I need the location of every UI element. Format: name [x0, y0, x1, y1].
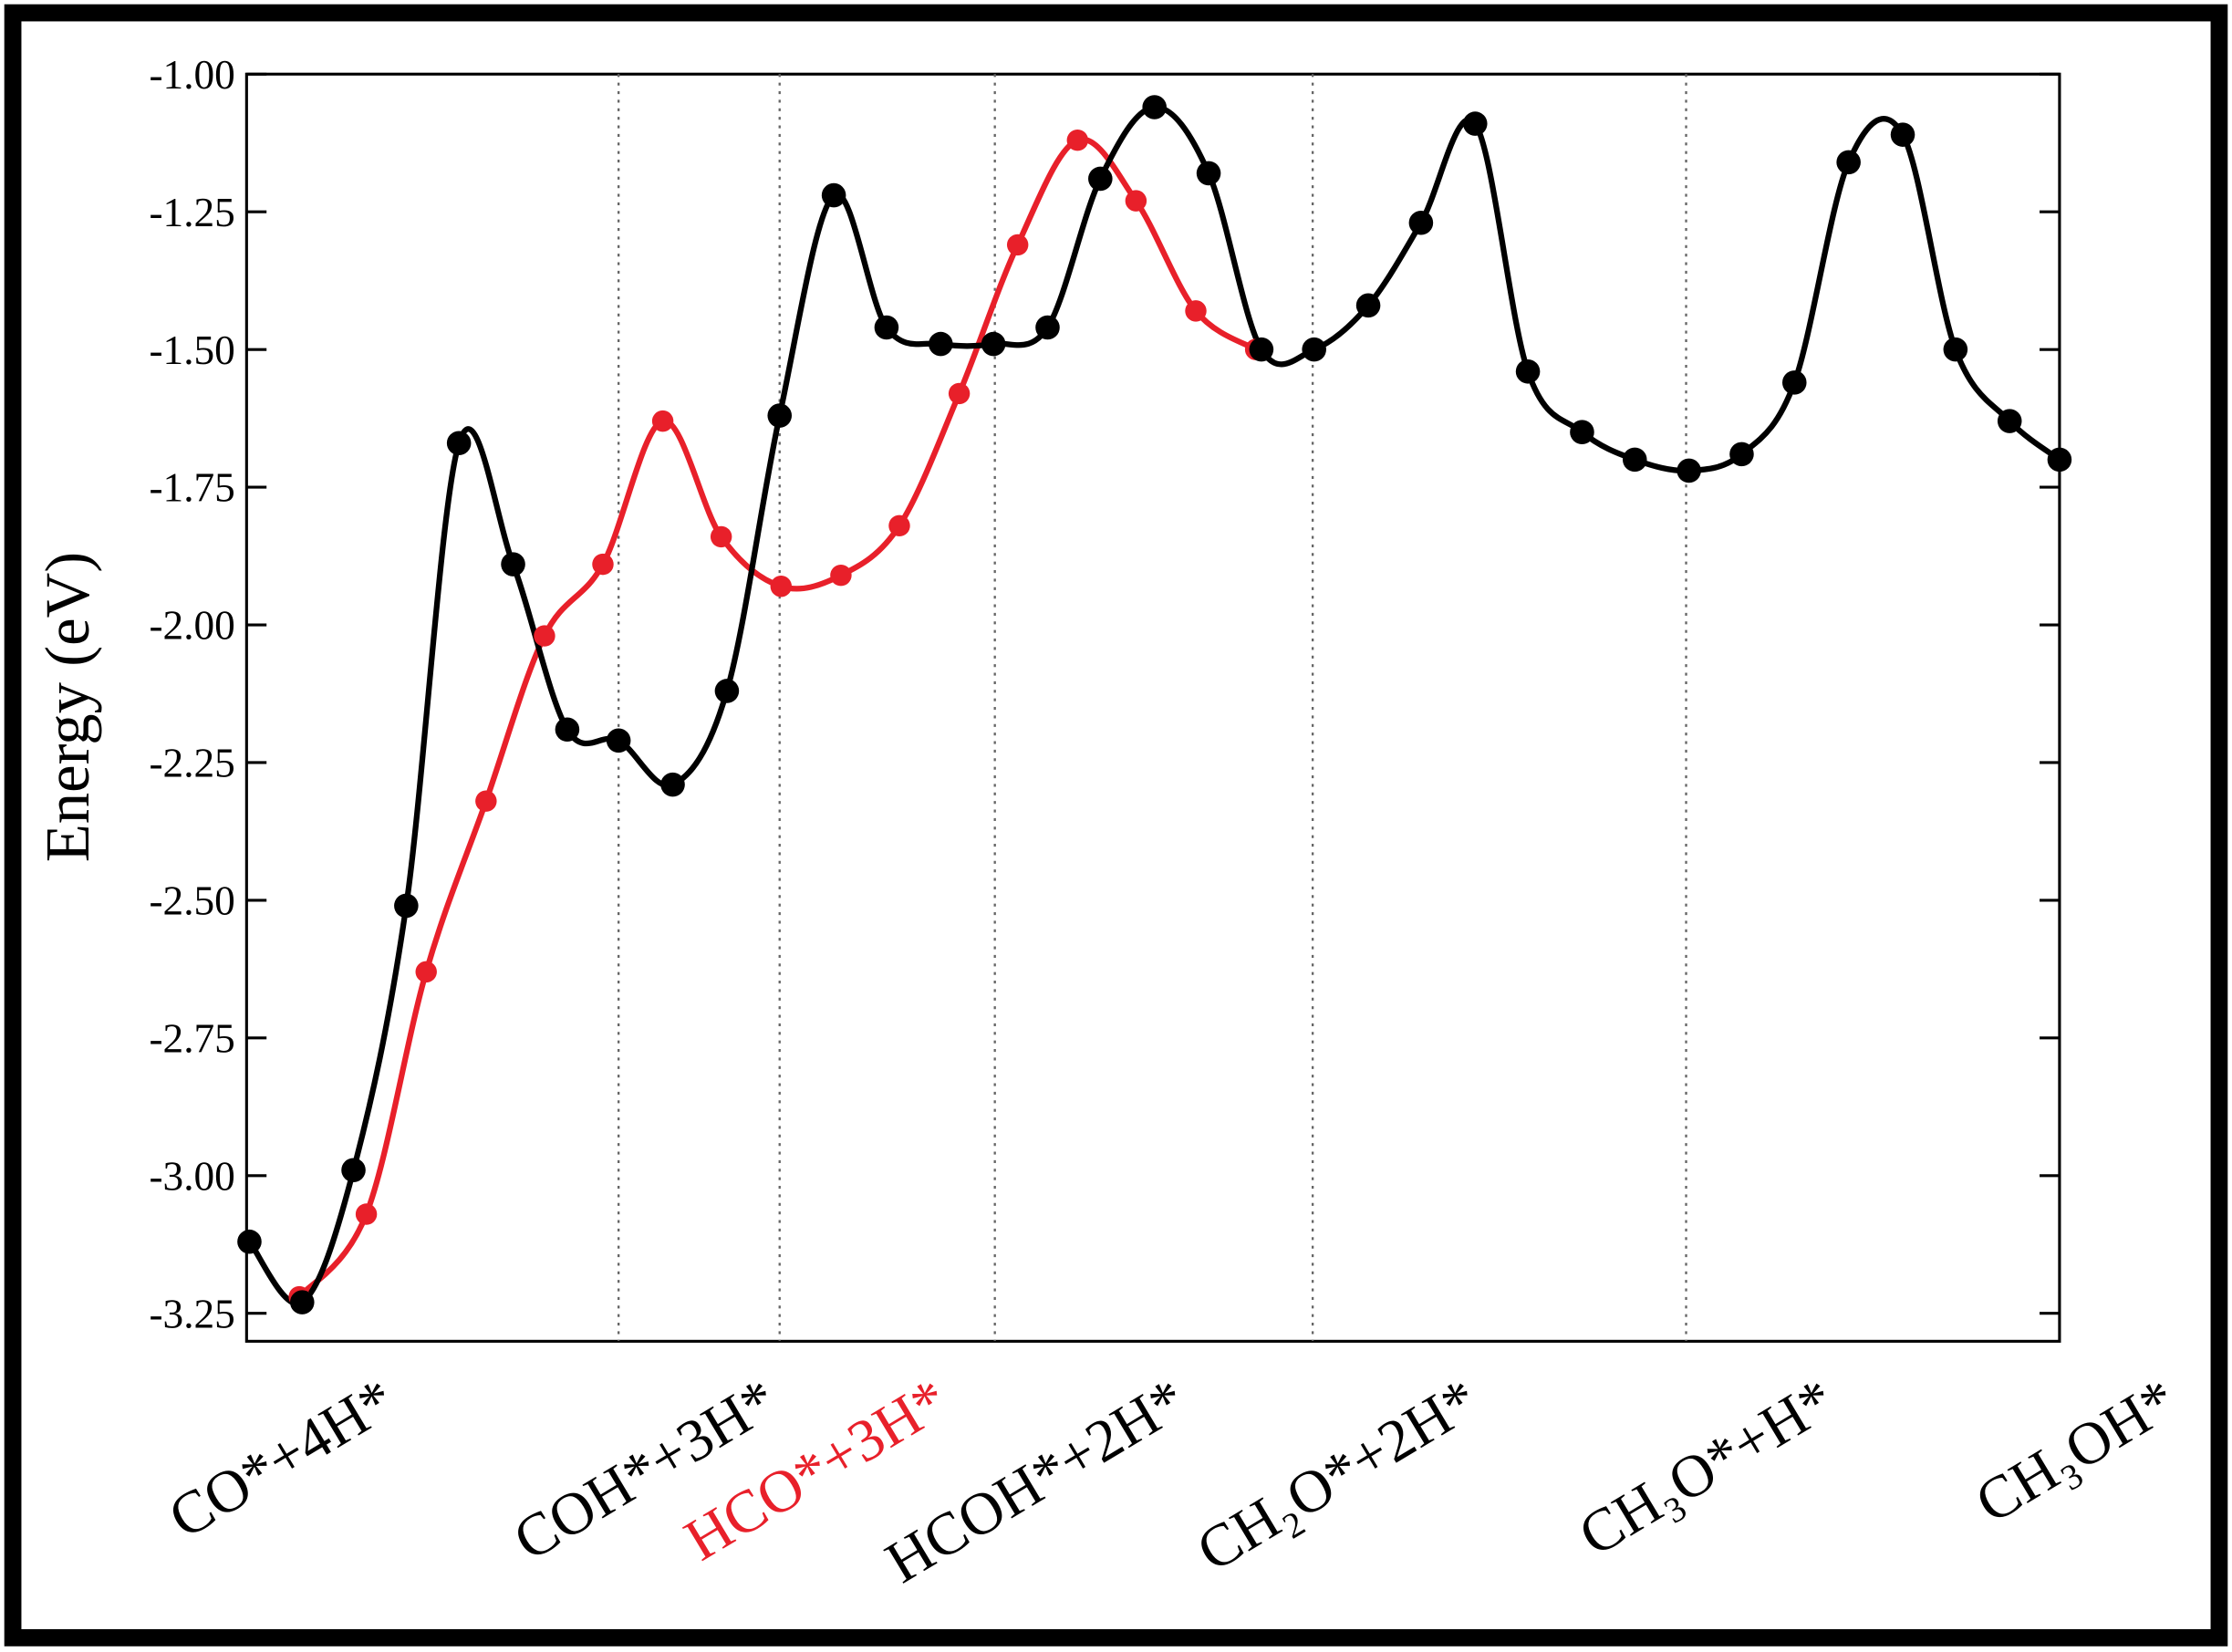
data-point — [606, 728, 631, 753]
y-tick-label: -1.75 — [149, 465, 234, 511]
data-point — [501, 552, 525, 577]
frame — [4, 4, 2228, 1647]
data-point — [874, 315, 899, 340]
data-point — [1355, 293, 1381, 318]
data-point — [1196, 161, 1221, 186]
series-line — [246, 104, 2061, 1307]
y-tick-label: -2.75 — [149, 1015, 234, 1061]
data-point — [1729, 442, 1754, 467]
data-point — [981, 331, 1006, 357]
data-point — [415, 961, 437, 983]
data-point — [1781, 370, 1807, 395]
data-point — [394, 893, 419, 919]
data-point — [341, 1158, 366, 1183]
data-point — [1006, 234, 1029, 256]
data-point — [767, 403, 793, 428]
y-tick-label: -2.50 — [149, 878, 234, 924]
data-point — [1515, 359, 1541, 384]
data-point — [660, 772, 685, 797]
y-tick-label: -2.25 — [149, 741, 234, 786]
data-point — [821, 182, 846, 208]
y-axis-label: Energy (eV) — [33, 552, 102, 862]
data-point — [475, 790, 497, 812]
data-point — [290, 1290, 315, 1314]
data-point — [1185, 300, 1207, 322]
data-point — [1570, 420, 1594, 444]
data-point — [888, 514, 910, 537]
data-point — [710, 525, 732, 548]
data-point — [1142, 95, 1167, 119]
data-point — [651, 410, 674, 432]
data-point — [1890, 122, 1915, 147]
data-point — [929, 331, 953, 357]
data-point — [830, 564, 852, 587]
data-point — [1836, 150, 1861, 175]
data-point — [446, 431, 472, 456]
data-point — [237, 1229, 262, 1254]
data-point — [1408, 210, 1434, 235]
data-point — [1035, 315, 1060, 340]
y-tick-label: -3.25 — [149, 1291, 234, 1336]
data-point — [1997, 409, 2022, 433]
data-point — [555, 717, 580, 743]
plot-area — [244, 72, 2061, 1343]
data-point — [714, 679, 740, 703]
data-point — [1249, 337, 1274, 362]
data-point — [1943, 337, 1968, 362]
data-point — [1066, 129, 1089, 151]
y-tick-label: -2.00 — [149, 603, 234, 649]
data-point — [1677, 458, 1701, 483]
data-point — [770, 576, 793, 597]
y-tick-label: -1.50 — [149, 327, 234, 373]
data-point — [355, 1203, 378, 1225]
data-point — [1622, 447, 1647, 473]
data-point — [1125, 190, 1147, 212]
data-point — [1462, 111, 1488, 136]
data-point — [2047, 447, 2072, 473]
data-point — [1088, 166, 1113, 192]
y-tick-label: -1.25 — [149, 190, 234, 235]
data-point — [534, 625, 555, 647]
y-tick-label: -3.00 — [149, 1153, 234, 1199]
data-point — [948, 382, 971, 405]
data-point — [592, 553, 614, 576]
y-tick-label: -1.00 — [149, 52, 234, 98]
data-point — [1302, 337, 1326, 362]
